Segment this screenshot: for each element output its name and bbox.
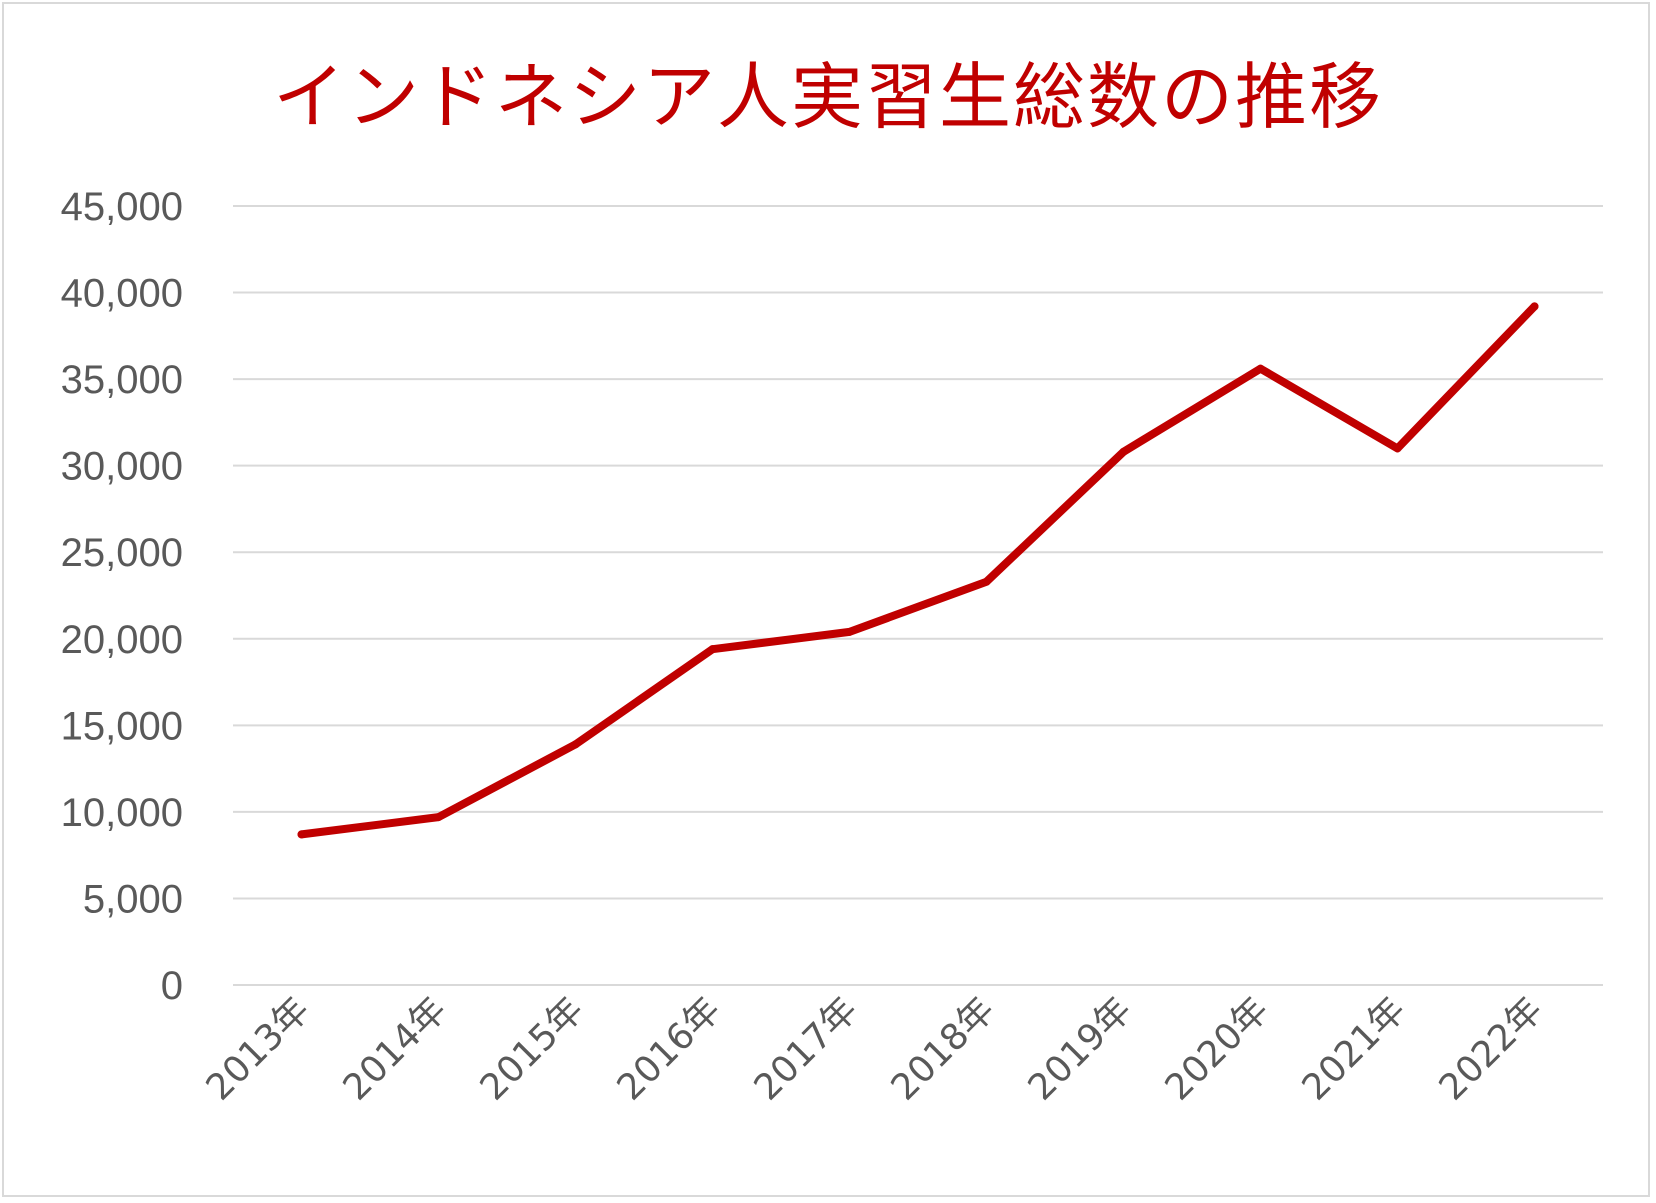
x-tick-label: 2014年 [336, 989, 455, 1108]
data-point [1393, 444, 1402, 453]
data-point [1530, 302, 1539, 311]
x-tick-label: 2021年 [1295, 989, 1414, 1108]
x-tick-label: 2020年 [1158, 989, 1277, 1108]
x-tick-label: 2018年 [884, 989, 1003, 1108]
y-tick-label: 45,000 [61, 185, 183, 229]
y-tick-label: 25,000 [61, 531, 183, 575]
y-axis-ticks: 0 5,000 10,000 15,000 20,000 25,000 30,000 35,0… [61, 185, 183, 1008]
data-point [1256, 364, 1265, 373]
y-tick-label: 35,000 [61, 358, 183, 402]
data-point [571, 740, 580, 749]
data-point [708, 645, 717, 654]
x-tick-label: 2022年 [1432, 989, 1551, 1108]
x-tick-label: 2017年 [747, 989, 866, 1108]
y-tick-label: 0 [161, 964, 183, 1008]
x-tick-label: 2016年 [610, 989, 729, 1108]
y-tick-label: 40,000 [61, 272, 183, 316]
x-axis-ticks: 2013年 2014年 2015年 2016年 2017年 2018年 2019年 2020年… [199, 989, 1551, 1108]
data-point [434, 813, 443, 822]
data-point [845, 627, 854, 636]
x-tick-label: 2013年 [199, 989, 318, 1108]
gridlines [233, 205, 1603, 986]
data-point [982, 577, 991, 586]
data-point [297, 830, 306, 839]
data-point [1119, 447, 1128, 456]
y-tick-label: 5,000 [83, 877, 183, 921]
y-tick-label: 20,000 [61, 618, 183, 662]
y-tick-label: 15,000 [61, 704, 183, 748]
x-tick-label: 2015年 [473, 989, 592, 1108]
chart-title: インドネシア人実習生総数の推移 [272, 55, 1383, 139]
x-tick-label: 2019年 [1021, 989, 1140, 1108]
y-tick-label: 30,000 [61, 445, 183, 489]
y-tick-label: 10,000 [61, 791, 183, 835]
series-line [297, 302, 1539, 839]
series-group [297, 302, 1539, 839]
